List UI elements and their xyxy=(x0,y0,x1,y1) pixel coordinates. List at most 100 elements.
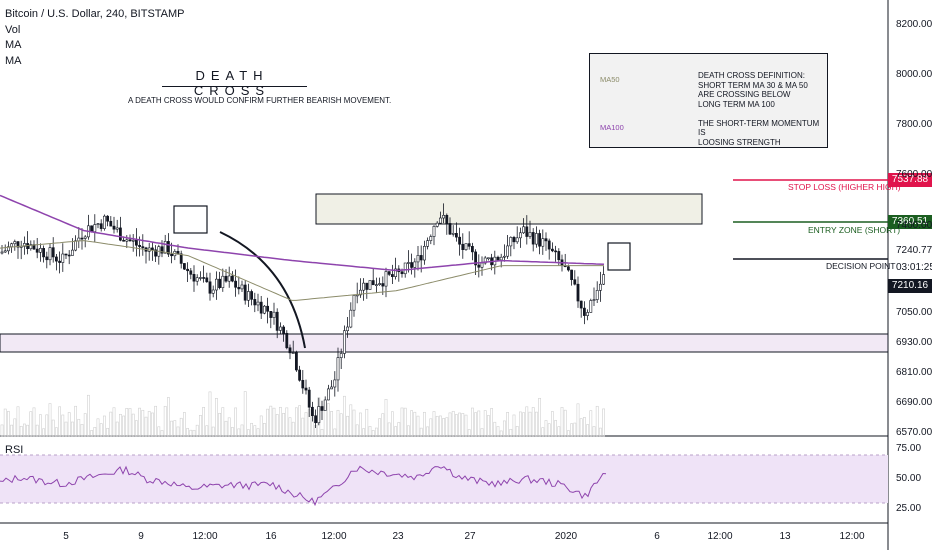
volume-bar xyxy=(170,420,174,437)
candle-body xyxy=(176,251,180,255)
volume-bar xyxy=(326,403,330,437)
volume-bar xyxy=(151,412,154,437)
candle-body xyxy=(247,291,250,301)
vol-indicator-label[interactable]: Vol xyxy=(5,23,21,36)
candle-body xyxy=(368,280,372,290)
volume-bar xyxy=(339,413,343,437)
candle-body xyxy=(333,379,337,388)
volume-bar xyxy=(13,418,17,437)
candle-body xyxy=(183,263,186,270)
ma-indicator-label-2[interactable]: MA xyxy=(5,54,22,67)
candle-body xyxy=(218,278,222,288)
candle-body xyxy=(262,305,266,314)
volume-bar xyxy=(112,407,116,437)
volume-bar xyxy=(419,427,423,437)
volume-bar xyxy=(294,407,298,437)
volume-bar xyxy=(269,405,273,437)
volume-bar xyxy=(154,405,158,437)
candle-body xyxy=(467,243,471,247)
entry-zone-label: ENTRY ZONE (SHORT) xyxy=(808,225,901,235)
candle-body xyxy=(426,240,430,247)
volume-bar xyxy=(247,429,250,437)
volume-bar xyxy=(32,407,36,437)
volume-bar xyxy=(125,408,129,437)
volume-bar xyxy=(67,412,71,437)
candle-body xyxy=(483,257,487,264)
volume-bar xyxy=(509,428,513,437)
candle-body xyxy=(413,261,417,268)
volume-bar xyxy=(141,409,145,437)
candle-body xyxy=(525,226,529,237)
volume-bar xyxy=(451,410,455,437)
volume-bar xyxy=(250,422,254,437)
volume-bar xyxy=(199,415,202,437)
candle-body xyxy=(461,243,465,250)
ma-indicator-label[interactable]: MA xyxy=(5,39,22,51)
candle-body xyxy=(278,326,282,331)
chart-legend: Bitcoin / U.S. Dollar, 240, BITSTAMP Vol… xyxy=(5,7,185,69)
volume-bar xyxy=(35,424,39,437)
y-tick-label: 6930.00 xyxy=(896,337,932,349)
candle-body xyxy=(61,253,65,263)
volume-bar xyxy=(438,415,442,437)
candle-body xyxy=(131,239,135,242)
volume-bar xyxy=(96,418,100,437)
candle-body xyxy=(474,251,478,266)
volume-bar xyxy=(406,425,410,437)
candle-body xyxy=(74,240,78,251)
volume-bar xyxy=(563,409,567,437)
x-tick-label: 23 xyxy=(392,531,404,542)
volume-bar xyxy=(490,408,494,437)
candle-body xyxy=(301,379,305,389)
volume-bar xyxy=(45,414,49,437)
volume-bar xyxy=(38,414,42,437)
candle-body xyxy=(227,275,231,282)
candle-body xyxy=(269,311,273,318)
volume-bar xyxy=(461,413,465,437)
candle-body xyxy=(557,251,561,261)
candle-body xyxy=(298,369,302,381)
volume-bar xyxy=(234,407,238,437)
candle-body xyxy=(67,254,71,257)
volume-bar xyxy=(298,405,302,437)
volume-bar xyxy=(186,428,190,437)
candle-body xyxy=(154,249,158,257)
volume-bar xyxy=(550,411,554,437)
stop-loss-price-tag: 7537.88 xyxy=(888,173,932,187)
candle-body xyxy=(221,275,225,288)
candle-body xyxy=(7,246,10,252)
volume-bar xyxy=(470,407,474,437)
rsi-label[interactable]: RSI xyxy=(5,444,24,456)
candle-body xyxy=(58,260,62,263)
volume-bar xyxy=(336,409,340,437)
candle-body xyxy=(422,246,426,261)
symbol-title[interactable]: Bitcoin / U.S. Dollar, 240, BITSTAMP xyxy=(5,8,185,20)
candle-body xyxy=(445,214,449,224)
title-underline xyxy=(162,86,307,87)
definition-text: DEATH CROSS DEFINITION: SHORT TERM MA 30… xyxy=(698,71,820,147)
candle-body xyxy=(330,386,334,390)
volume-bar xyxy=(445,417,449,437)
candle-body xyxy=(406,262,410,264)
cross-marker-box-left xyxy=(173,205,208,234)
candle-body xyxy=(237,286,241,290)
volume-bar xyxy=(160,430,164,437)
candle-body xyxy=(231,275,234,282)
candle-body xyxy=(502,255,506,258)
candle-body xyxy=(119,227,122,241)
candle-body xyxy=(0,251,4,254)
volume-bar xyxy=(474,412,478,437)
candle-body xyxy=(80,237,84,240)
volume-bar xyxy=(99,423,103,437)
candle-body xyxy=(400,271,404,275)
candle-body xyxy=(250,291,254,300)
volume-bar xyxy=(0,424,4,437)
volume-bar xyxy=(365,408,369,437)
candle-body xyxy=(454,233,458,238)
candle-body xyxy=(96,223,100,225)
volume-bar xyxy=(221,407,225,437)
volume-bar xyxy=(240,424,244,437)
volume-bar xyxy=(224,420,228,437)
candle-body xyxy=(135,239,138,246)
